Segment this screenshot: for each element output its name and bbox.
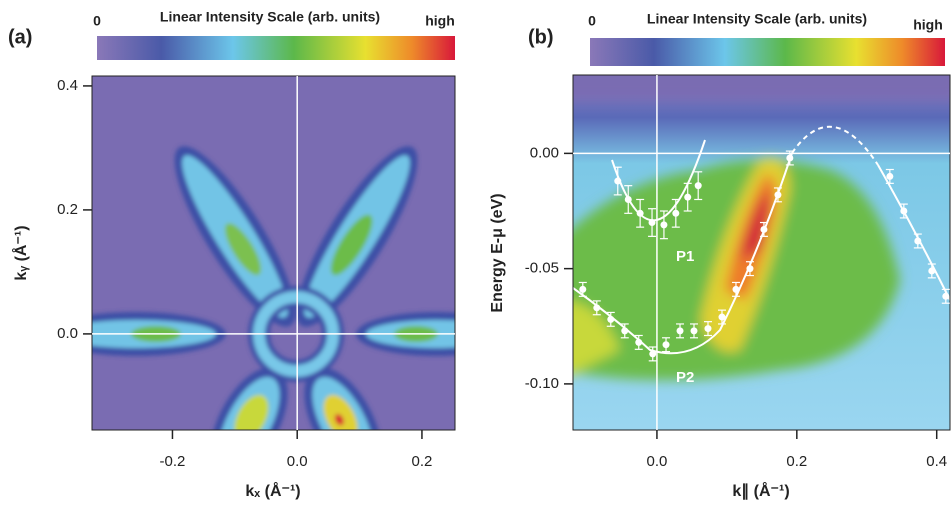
data-point bbox=[649, 350, 657, 358]
x-axis-label: kₓ (Å⁻¹) bbox=[245, 481, 300, 500]
colorbar-high: high bbox=[425, 13, 455, 29]
data-point bbox=[774, 191, 782, 199]
colorbar-a bbox=[97, 36, 455, 60]
data-point bbox=[694, 182, 702, 190]
data-point bbox=[607, 315, 615, 323]
series-label: P1 bbox=[676, 248, 694, 265]
data-point bbox=[662, 341, 670, 349]
data-point bbox=[614, 177, 622, 185]
data-point bbox=[942, 292, 950, 300]
colorbar-title: Linear Intensity Scale (arb. units) bbox=[647, 11, 867, 27]
panel-label: (a) bbox=[8, 26, 32, 48]
colorbar-title: Linear Intensity Scale (arb. units) bbox=[160, 9, 380, 25]
data-point bbox=[579, 285, 587, 293]
data-point bbox=[635, 338, 643, 346]
data-point bbox=[732, 285, 740, 293]
data-point bbox=[636, 209, 644, 217]
data-point bbox=[746, 265, 754, 273]
data-point bbox=[593, 304, 601, 312]
plot-frame-a bbox=[91, 75, 456, 431]
heatmap-a bbox=[92, 76, 455, 430]
colorbar-low: 0 bbox=[93, 13, 101, 29]
colorbar-high: high bbox=[913, 17, 943, 33]
panel-label: (b) bbox=[528, 26, 554, 48]
x-tick-label: 0.2 bbox=[786, 453, 807, 470]
data-point bbox=[786, 154, 794, 162]
x-tick-label: 0.2 bbox=[412, 453, 433, 470]
colorbar-low: 0 bbox=[588, 13, 596, 29]
y-tick-label: 0.4 bbox=[57, 77, 78, 94]
data-point bbox=[914, 237, 922, 245]
data-point bbox=[676, 327, 684, 335]
data-point bbox=[660, 221, 668, 229]
data-point bbox=[684, 193, 692, 201]
plot-frame-b bbox=[572, 74, 951, 431]
x-tick-label: 0.0 bbox=[287, 453, 308, 470]
series-label: P2 bbox=[676, 369, 694, 386]
y-axis-label: Energy E-μ (eV) bbox=[489, 193, 506, 312]
data-point bbox=[624, 195, 632, 203]
x-tick-label: 0.4 bbox=[926, 453, 947, 470]
colorbar-b bbox=[590, 38, 945, 66]
heatmap-b bbox=[573, 75, 950, 430]
y-tick-label: 0.00 bbox=[530, 144, 559, 161]
data-point bbox=[621, 327, 629, 335]
x-tick-label: -0.2 bbox=[160, 453, 186, 470]
data-point bbox=[718, 313, 726, 321]
y-tick-label: 0.2 bbox=[57, 201, 78, 218]
x-axis-label: k∥ (Å⁻¹) bbox=[732, 481, 789, 500]
data-point bbox=[704, 325, 712, 333]
data-point bbox=[760, 225, 768, 233]
data-point bbox=[672, 209, 680, 217]
x-tick-label: 0.0 bbox=[647, 453, 668, 470]
data-point bbox=[690, 327, 698, 335]
y-tick-label: 0.0 bbox=[57, 325, 78, 342]
data-point bbox=[928, 267, 936, 275]
data-point bbox=[900, 207, 908, 215]
y-tick-label: -0.05 bbox=[525, 260, 559, 277]
y-axis-label: kᵧ (Å⁻¹) bbox=[11, 225, 30, 280]
y-tick-label: -0.10 bbox=[525, 375, 559, 392]
data-point bbox=[648, 219, 656, 227]
data-point bbox=[886, 172, 894, 180]
